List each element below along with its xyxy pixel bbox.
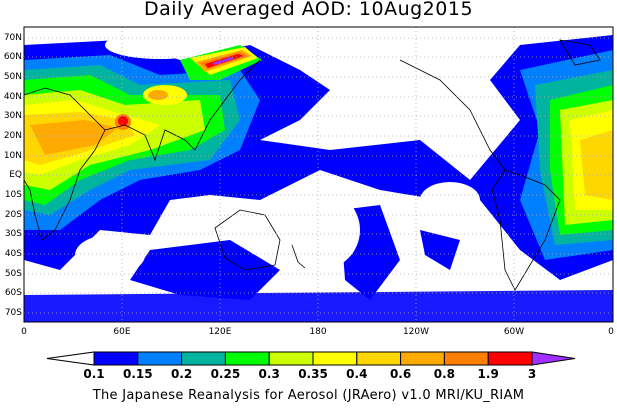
chart-title: Daily Averaged AOD: 10Aug2015: [143, 0, 474, 20]
lat-label: 20N: [3, 131, 22, 141]
aod-region: [280, 190, 360, 270]
lat-label: 10N: [3, 151, 22, 161]
lat-label: 70S: [4, 308, 22, 318]
aod-region: [24, 290, 613, 322]
aod-region: [580, 130, 613, 200]
coastlines: [24, 39, 601, 291]
aod-region: [345, 75, 455, 125]
lon-label: 180: [309, 327, 327, 337]
aod-field: [24, 27, 613, 322]
lon-label: 0: [608, 327, 614, 337]
lon-label: 120E: [208, 327, 232, 337]
colorbar-label: 0.25: [210, 367, 241, 381]
colorbar-label: 3: [527, 367, 537, 381]
colorbar-swatch: [224, 351, 270, 366]
colorbar-swatch: [137, 351, 183, 366]
colorbar-label: 0.4: [346, 367, 368, 381]
colorbar-swatch: [443, 351, 489, 366]
aod-region: [130, 240, 280, 300]
lon-label: 60E: [113, 327, 131, 337]
aod-region: [148, 90, 168, 100]
aod-region: [30, 120, 118, 155]
colorbar-label: 1.9: [477, 367, 499, 381]
lat-label: EQ: [9, 170, 22, 180]
lat-label: 70N: [3, 33, 22, 43]
colorbar-extend-low: [46, 351, 95, 366]
lat-label: 40N: [3, 92, 22, 102]
colorbar-swatch: [93, 351, 139, 366]
lat-label: 40S: [4, 249, 22, 259]
aod-region: [420, 182, 480, 218]
lon-label: 60W: [503, 327, 525, 337]
colorbar-label: 0.15: [122, 367, 153, 381]
lat-label: 50N: [3, 72, 22, 82]
colorbar-swatch: [356, 351, 402, 366]
lat-label: 20S: [4, 210, 22, 220]
colorbar-label: 0.1: [83, 367, 105, 381]
aod-region: [420, 230, 460, 270]
colorbar-swatch: [400, 351, 445, 366]
footer-credit: The Japanese Reanalysis for Aerosol (JRA…: [92, 388, 525, 403]
colorbar-label: 0.3: [258, 367, 280, 381]
colorbar-swatch: [312, 351, 358, 366]
lat-label: 30S: [4, 229, 22, 239]
aod-region: [118, 116, 128, 126]
lon-label: 0: [21, 327, 27, 337]
lon-label: 120W: [402, 327, 430, 337]
colorbar-swatch: [268, 351, 314, 366]
aod-region: [75, 235, 145, 275]
aod-region: [212, 57, 234, 65]
lat-label: 60S: [4, 288, 22, 298]
lat-label: 10S: [4, 190, 22, 200]
map-frame: [23, 26, 614, 323]
colorbar-label: 0.6: [389, 367, 412, 381]
colorbar-label: 0.8: [433, 367, 456, 381]
lat-label: 50S: [4, 269, 22, 279]
colorbar-swatch: [181, 351, 226, 366]
colorbar-swatch: [487, 351, 533, 366]
lat-label: 60N: [3, 52, 22, 62]
colorbar-extend-high: [531, 351, 576, 366]
aod-region: [105, 31, 215, 59]
colorbar-label: 0.35: [298, 367, 328, 381]
colorbar-label: 0.2: [170, 367, 193, 381]
lat-label: 30N: [3, 111, 22, 121]
colorbar: [46, 351, 576, 366]
